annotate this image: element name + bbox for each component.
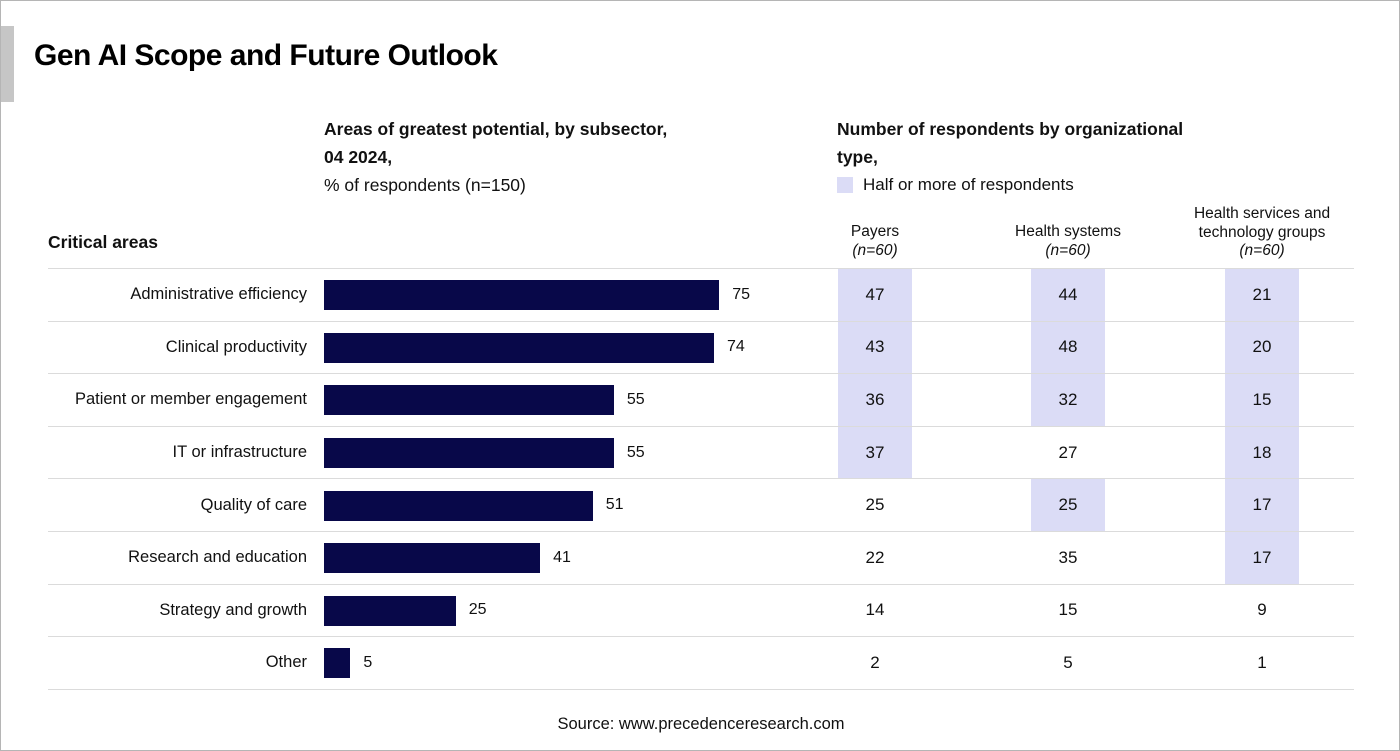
row-label: Other <box>265 653 307 672</box>
cell-payers: 37 <box>838 426 912 479</box>
row-axis-label: Critical areas <box>48 232 158 252</box>
cell-payers: 47 <box>838 269 912 321</box>
row-label: Research and education <box>128 548 307 567</box>
bar <box>324 385 614 416</box>
bar-value-label: 74 <box>726 338 745 356</box>
bar-value-label: 41 <box>553 548 571 566</box>
bar <box>324 595 456 626</box>
cell-payers: 43 <box>838 321 912 374</box>
table-row: Patient or member engagement 55 36 32 15 <box>48 374 1354 427</box>
bar-chart-header: Areas of greatest potential, by subsecto… <box>324 115 794 199</box>
bar-value-label: 75 <box>732 285 751 303</box>
row-label: Clinical productivity <box>165 337 307 356</box>
cell-health-services: 17 <box>1225 531 1299 584</box>
cell-health-systems: 48 <box>1031 321 1105 374</box>
cell-health-systems: 15 <box>1058 600 1078 620</box>
column-header-payers-name: Payers <box>850 223 900 240</box>
bar <box>324 280 720 311</box>
cell-health-services: 9 <box>1257 600 1267 620</box>
row-label: Patient or member engagement <box>74 390 307 409</box>
cell-health-systems: 35 <box>1058 547 1078 567</box>
cell-health-services: 18 <box>1225 426 1299 479</box>
respondents-header: Number of respondents by organizational … <box>837 115 1307 199</box>
cell-payers: 22 <box>865 547 885 567</box>
row-label: Strategy and growth <box>159 600 307 619</box>
cell-health-systems: 44 <box>1031 269 1105 321</box>
legend-swatch-icon <box>837 177 853 193</box>
page-title: Gen AI Scope and Future Outlook <box>34 39 498 72</box>
bar-chart-header-line3: % of respondents (n=150) <box>324 175 526 195</box>
table-row: Quality of care 51 25 25 17 <box>48 479 1354 532</box>
column-header-health-systems-name: Health systems <box>1015 223 1121 240</box>
cell-health-services: 17 <box>1225 479 1299 531</box>
bar <box>324 438 614 469</box>
cell-health-services: 15 <box>1225 374 1299 426</box>
row-label: Administrative efficiency <box>130 285 307 304</box>
bar-value-label: 51 <box>605 496 624 514</box>
column-header-health-services: Health services and technology groups (n… <box>1177 205 1347 261</box>
chart-table: Administrative efficiency 75 47 44 21 Cl… <box>48 268 1354 690</box>
bar <box>324 332 714 363</box>
column-header-health-systems: Health systems (n=60) <box>978 223 1158 260</box>
table-row: Strategy and growth 25 14 15 9 <box>48 585 1354 638</box>
scrollbar-thumb[interactable] <box>1 26 14 102</box>
bar-value-label: 25 <box>468 601 487 619</box>
bar <box>324 648 351 679</box>
column-header-health-services-name: Health services and technology groups <box>1193 205 1331 241</box>
table-row: Administrative efficiency 75 47 44 21 <box>48 269 1354 322</box>
bar <box>324 490 593 521</box>
cell-payers: 36 <box>838 374 912 426</box>
cell-payers: 2 <box>870 652 880 672</box>
cell-payers: 25 <box>865 495 885 515</box>
column-header-payers-n: (n=60) <box>852 241 898 259</box>
respondents-header-line2: type, <box>837 147 878 167</box>
table-row: Other 5 2 5 1 <box>48 637 1354 690</box>
cell-health-services: 1 <box>1257 652 1267 672</box>
row-label: Quality of care <box>200 495 307 514</box>
table-row: Research and education 41 22 35 17 <box>48 531 1354 585</box>
column-header-payers: Payers (n=60) <box>785 223 965 260</box>
respondents-header-line1: Number of respondents by organizational <box>837 119 1184 139</box>
cell-payers: 14 <box>865 600 885 620</box>
cell-health-systems: 27 <box>1058 442 1078 462</box>
cell-health-systems: 25 <box>1031 479 1105 531</box>
bar-value-label: 5 <box>363 653 373 671</box>
cell-health-services: 21 <box>1225 269 1299 321</box>
legend: Half or more of respondents <box>837 171 1307 199</box>
column-header-health-systems-n: (n=60) <box>1045 241 1091 259</box>
bar-value-label: 55 <box>626 390 645 408</box>
row-label: IT or infrastructure <box>172 443 308 462</box>
bar <box>324 543 541 574</box>
table-row: IT or infrastructure 55 37 27 18 <box>48 426 1354 480</box>
cell-health-systems: 5 <box>1063 652 1073 672</box>
column-header-health-services-n: (n=60) <box>1239 242 1285 259</box>
bar-chart-header-line2: 04 2024, <box>324 147 393 167</box>
cell-health-services: 20 <box>1225 321 1299 374</box>
table-row: Clinical productivity 74 43 48 20 <box>48 321 1354 375</box>
bar-chart-header-line1: Areas of greatest potential, by subsecto… <box>324 119 668 139</box>
source-attribution: Source: www.precedenceresearch.com <box>557 715 845 733</box>
bar-value-label: 55 <box>626 443 645 461</box>
cell-health-systems: 32 <box>1031 374 1105 426</box>
legend-label: Half or more of respondents <box>863 175 1074 194</box>
